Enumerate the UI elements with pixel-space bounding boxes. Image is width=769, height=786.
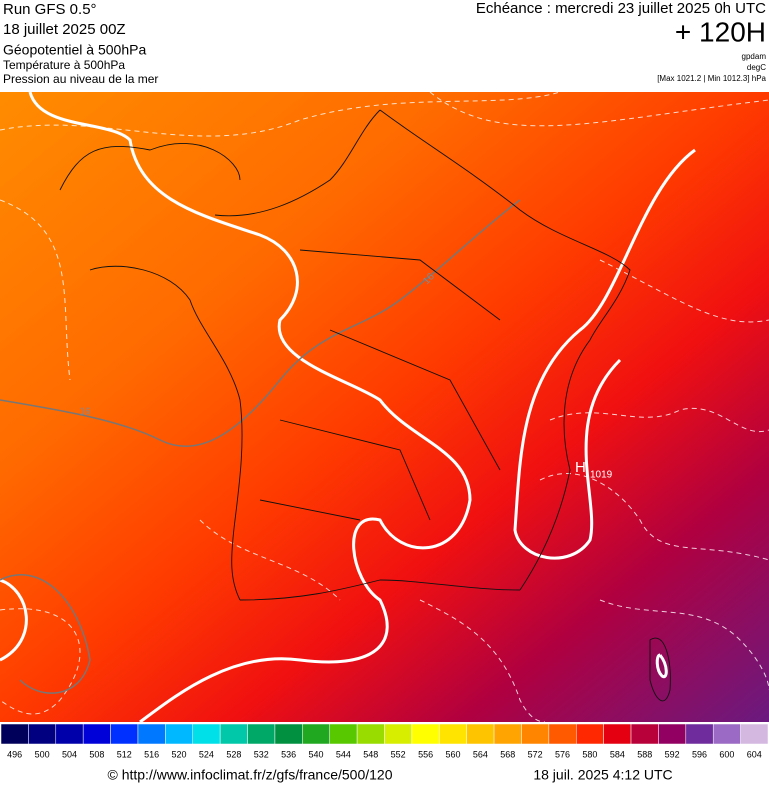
pressure-range: [Max 1021.2 | Min 1012.3] hPa xyxy=(657,74,766,83)
colorbar-label: 536 xyxy=(281,749,296,759)
colorbar-cell xyxy=(110,723,139,745)
colorbar-label: 548 xyxy=(363,749,378,759)
colorbar-cell xyxy=(493,723,522,745)
colorbar-cell xyxy=(0,723,29,745)
colorbar-cell xyxy=(82,723,111,745)
colorbar-cell xyxy=(658,723,687,745)
colorbar-label: 540 xyxy=(309,749,324,759)
run-date: 18 juillet 2025 00Z xyxy=(3,21,126,38)
colorbar-cell xyxy=(576,723,604,745)
colorbar-label: 604 xyxy=(747,749,762,759)
colorbar-label: 600 xyxy=(719,749,734,759)
colorbar-cell xyxy=(55,723,84,745)
colorbar-cell xyxy=(603,723,632,745)
colorbar-cell xyxy=(356,723,385,745)
colorbar-label: 500 xyxy=(35,749,50,759)
colorbar-cell xyxy=(247,723,276,745)
colorbar-cell xyxy=(712,723,741,745)
colorbar-label: 496 xyxy=(7,749,22,759)
colorbar-cell xyxy=(521,723,550,745)
colorbar-cell xyxy=(219,723,248,745)
colorbar-label: 596 xyxy=(692,749,707,759)
colorbar-label: 504 xyxy=(62,749,77,759)
colorbar-label: 516 xyxy=(144,749,159,759)
map: 16 16 H 1019 xyxy=(0,91,769,724)
unit-label: degC xyxy=(747,63,766,72)
unit-label: gpdam xyxy=(742,52,767,61)
colorbar-label: 528 xyxy=(226,749,241,759)
colorbar-cell xyxy=(302,723,330,745)
colorbar-label: 552 xyxy=(391,749,406,759)
colorbar-label: 568 xyxy=(500,749,515,759)
colorbar-label: 520 xyxy=(172,749,187,759)
high-pressure-symbol: H xyxy=(575,459,586,476)
colorbar-cell xyxy=(274,723,303,745)
colorbar-label: 532 xyxy=(254,749,269,759)
run-title: Run GFS 0.5° xyxy=(3,1,97,18)
colorbar-label: 592 xyxy=(665,749,680,759)
source-url: © http://www.infoclimat.fr/z/gfs/france/… xyxy=(108,767,393,783)
colorbar-label: 560 xyxy=(445,749,460,759)
colorbar-cell xyxy=(137,723,166,745)
colorbar-cell xyxy=(740,723,769,745)
colorbar-cell xyxy=(384,723,413,745)
colorbar-cell xyxy=(466,723,495,745)
colorbar-cell xyxy=(28,723,57,745)
colorbar-label: 508 xyxy=(89,749,104,759)
colorbar-label: 572 xyxy=(528,749,543,759)
colorbar-label: 576 xyxy=(555,749,570,759)
pressure-contours xyxy=(0,91,769,723)
lead-time: + 120H xyxy=(675,16,766,47)
forecast-time: Echéance : mercredi 23 juillet 2025 0h U… xyxy=(476,0,766,17)
colorbar-label: 544 xyxy=(336,749,351,759)
colorbar-cell xyxy=(548,723,577,745)
colorbar-label: 556 xyxy=(418,749,433,759)
temperature-isotherm xyxy=(0,199,521,694)
colorbar-label: 580 xyxy=(582,749,597,759)
colorbar-label: 588 xyxy=(637,749,652,759)
colorbar-cell xyxy=(165,723,194,745)
colorbar-cell xyxy=(439,723,467,745)
colorbar-cell xyxy=(329,723,358,745)
colorbar-cell xyxy=(630,723,659,745)
isotherm-label: 16 xyxy=(79,407,91,418)
colorbar: 496 500 504 508 512 516 520 524 528 532 536 540 544 5… xyxy=(0,723,769,759)
colorbar-label: 512 xyxy=(117,749,132,759)
colorbar-cell xyxy=(192,723,221,745)
high-pressure-value: 1019 xyxy=(590,470,613,481)
colorbar-cell xyxy=(685,723,714,745)
colorbar-label: 524 xyxy=(199,749,214,759)
layer-label: Température à 500hPa xyxy=(3,58,125,72)
colorbar-cell xyxy=(411,723,440,745)
timestamp: 18 juil. 2025 4:12 UTC xyxy=(533,767,672,783)
layer-label: Géopotentiel à 500hPa xyxy=(3,42,146,58)
coastlines-borders xyxy=(59,109,671,702)
layer-label: Pression au niveau de la mer xyxy=(3,72,158,86)
colorbar-label: 564 xyxy=(473,749,488,759)
colorbar-label: 584 xyxy=(610,749,625,759)
